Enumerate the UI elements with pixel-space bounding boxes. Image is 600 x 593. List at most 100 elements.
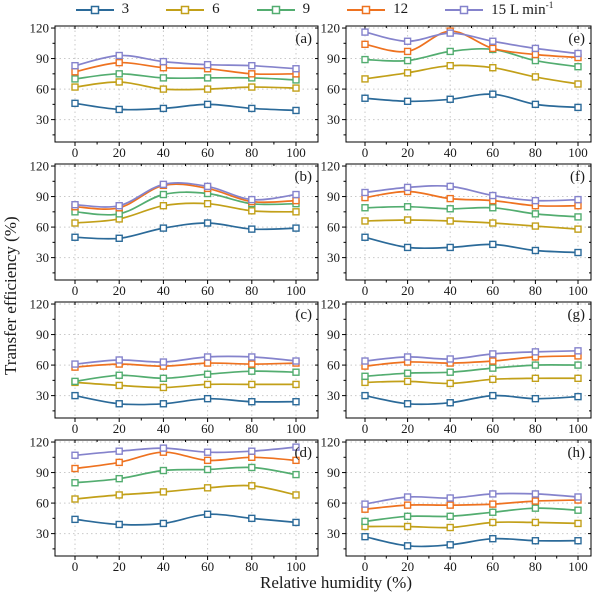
data-point-marker [248, 83, 256, 91]
data-point-marker [531, 56, 540, 65]
data-point-marker [115, 447, 123, 455]
legend-marker-icon [75, 5, 114, 14]
svg-text:90: 90 [327, 51, 340, 66]
data-point-marker [489, 490, 497, 498]
data-point-marker [403, 400, 412, 408]
svg-text:20: 20 [113, 145, 126, 160]
data-point-marker [71, 61, 79, 70]
series-15 [71, 443, 300, 459]
data-point-marker [159, 358, 168, 366]
data-point-marker [159, 224, 168, 232]
data-point-marker [292, 456, 300, 465]
data-point-marker [403, 501, 412, 509]
svg-text:80: 80 [529, 421, 542, 436]
data-point-marker [203, 219, 212, 227]
data-point-marker [361, 217, 369, 225]
svg-text:80: 80 [529, 559, 542, 574]
panel-d: 0 20 40 60 80 100 30 60 90 120 (d) [30, 435, 319, 574]
data-point-marker [292, 224, 300, 232]
data-point-marker [159, 444, 168, 452]
legend-label: 9 [302, 1, 311, 17]
data-point-marker [574, 80, 582, 88]
panel-label: (b) [295, 169, 313, 185]
svg-text:100: 100 [286, 421, 306, 436]
data-point-marker [203, 74, 212, 82]
series-6 [71, 482, 300, 503]
svg-text:100: 100 [286, 283, 306, 298]
svg-text:90: 90 [327, 465, 340, 480]
svg-text:60: 60 [201, 559, 214, 574]
data-point-marker [489, 391, 497, 400]
panel-label: (g) [568, 307, 586, 323]
data-point-marker [361, 372, 369, 380]
data-point-marker [115, 381, 123, 390]
data-point-marker [159, 374, 168, 383]
svg-text:0: 0 [362, 421, 369, 436]
svg-text:90: 90 [327, 327, 340, 342]
data-point-marker [115, 78, 123, 86]
data-point-marker [361, 28, 369, 36]
data-point-marker [292, 65, 300, 73]
data-point-marker [403, 56, 412, 65]
svg-text:120: 120 [321, 21, 341, 36]
data-point-marker [203, 370, 212, 378]
data-point-marker [159, 85, 168, 93]
svg-text:40: 40 [157, 145, 170, 160]
data-point-marker [203, 353, 212, 361]
svg-text:60: 60 [201, 421, 214, 436]
series-3 [361, 233, 582, 257]
data-point-marker [489, 191, 497, 200]
svg-text:120: 120 [321, 297, 341, 312]
data-point-marker [531, 246, 540, 255]
legend-label: 12 [393, 1, 409, 17]
svg-text:60: 60 [486, 145, 499, 160]
data-point-marker [203, 85, 212, 93]
svg-text:60: 60 [486, 283, 499, 298]
legend-item-4: 12 [346, 1, 408, 18]
series-15 [361, 28, 582, 58]
svg-text:90: 90 [36, 51, 49, 66]
data-point-marker [115, 58, 123, 67]
legend-item-2: 6 [165, 1, 220, 18]
data-point-marker [361, 75, 369, 83]
data-point-marker [574, 506, 582, 514]
svg-text:120: 120 [321, 435, 341, 450]
series-9 [71, 463, 300, 487]
data-point-marker [446, 194, 454, 203]
legend-item-1: 3 [75, 1, 129, 18]
data-point-marker [361, 233, 369, 241]
data-point-marker [403, 243, 412, 252]
svg-text:30: 30 [327, 250, 340, 265]
legend-label: 15 L min-1 [491, 0, 554, 18]
svg-text:120: 120 [30, 435, 50, 450]
data-point-marker [159, 180, 168, 189]
series-9 [361, 361, 582, 380]
data-point-marker [574, 248, 582, 257]
legend: 3 6 9 12 15 L min-1 [0, 0, 600, 19]
panel-label: (c) [295, 307, 312, 323]
data-point-marker [292, 208, 300, 216]
svg-text:30: 30 [36, 112, 49, 127]
data-point-marker [531, 100, 540, 109]
data-point-marker [292, 443, 300, 451]
data-point-marker [574, 537, 582, 545]
svg-text:60: 60 [201, 145, 214, 160]
panel-a: 0 20 40 60 80 100 30 60 90 120 (a) [30, 21, 319, 160]
data-point-marker [248, 61, 256, 70]
data-point-marker [489, 364, 497, 372]
series-3 [71, 99, 300, 115]
svg-text:60: 60 [486, 421, 499, 436]
svg-text:20: 20 [401, 145, 414, 160]
data-point-marker [203, 359, 212, 367]
data-point-marker [574, 202, 582, 210]
svg-text:80: 80 [245, 145, 258, 160]
data-point-marker [446, 541, 454, 549]
data-point-marker [159, 57, 168, 66]
data-point-marker [531, 394, 540, 403]
series-15 [361, 490, 582, 508]
svg-text:30: 30 [36, 526, 49, 541]
data-point-marker [446, 368, 454, 376]
data-point-marker [159, 488, 168, 496]
data-point-marker [159, 202, 168, 210]
